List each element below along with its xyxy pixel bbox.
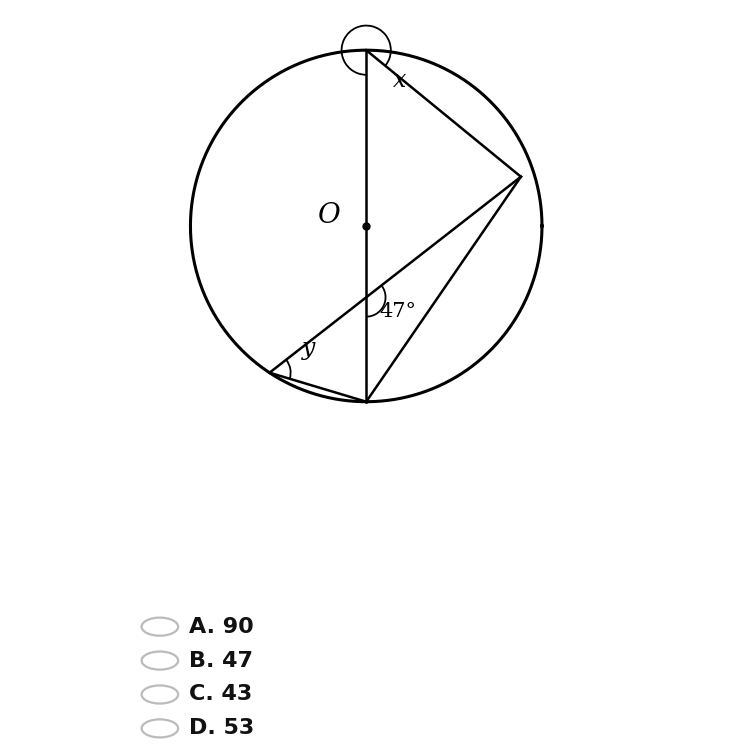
Text: Question Progress: Question Progress xyxy=(696,128,711,285)
Text: A. 90: A. 90 xyxy=(189,617,254,637)
Text: ▲: ▲ xyxy=(696,20,711,40)
Text: C. 43: C. 43 xyxy=(189,684,253,704)
Text: x: x xyxy=(393,68,406,92)
Text: 47°: 47° xyxy=(380,302,416,321)
Text: y: y xyxy=(302,336,315,360)
Text: O: O xyxy=(318,202,340,229)
Text: B. 47: B. 47 xyxy=(189,650,254,671)
Text: D. 53: D. 53 xyxy=(189,719,254,738)
